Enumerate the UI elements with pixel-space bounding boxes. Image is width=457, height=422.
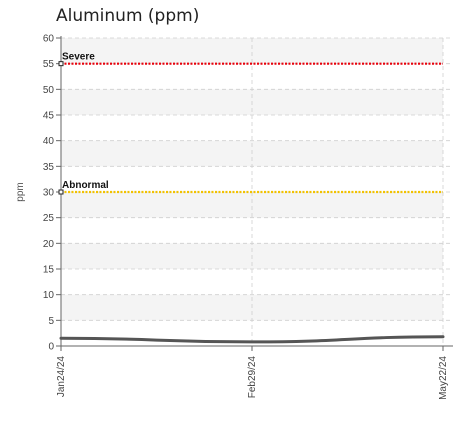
plot-bands [61, 38, 443, 321]
y-tick-label: 15 [43, 265, 55, 276]
y-tick-label: 10 [43, 290, 55, 301]
series-line [59, 335, 445, 344]
threshold-label-abnormal: Abnormal [62, 180, 109, 191]
x-tick-label: Feb29/24 [247, 356, 258, 399]
series-lines [59, 335, 445, 344]
y-tick-label: 30 [43, 188, 55, 199]
x-tick-label: May22/24 [438, 356, 449, 400]
y-tick-label: 40 [43, 136, 55, 147]
y-tick-label: 5 [48, 316, 54, 327]
threshold-lines: Severe Abnormal [58, 52, 443, 195]
x-tick-label: Jan24/24 [56, 356, 67, 398]
y-tick-label: 20 [43, 239, 55, 250]
threshold-label-severe: Severe [62, 52, 95, 63]
y-tick-label: 50 [43, 85, 55, 96]
threshold-marker [58, 61, 64, 67]
y-tick-label: 45 [43, 111, 55, 122]
y-tick-label: 25 [43, 213, 55, 224]
y-tick-label: 35 [43, 162, 55, 173]
x-axis-ticks: Jan24/24 Feb29/24 May22/24 [56, 346, 449, 400]
threshold-marker [58, 189, 64, 195]
y-axis-title: ppm [15, 182, 26, 201]
y-axis-ticks: 0 5 10 15 20 25 30 35 40 45 50 55 60 [43, 34, 61, 353]
y-tick-label: 60 [43, 34, 55, 45]
y-tick-label: 55 [43, 59, 55, 70]
chart-title: Aluminum (ppm) [56, 6, 200, 26]
y-tick-label: 0 [48, 342, 54, 353]
